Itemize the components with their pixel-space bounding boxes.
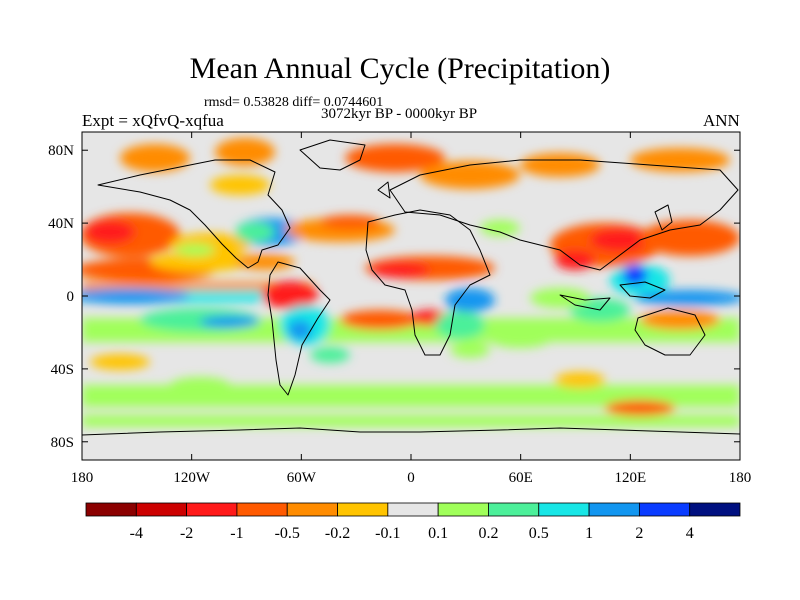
lon-tick-label: 60W	[287, 470, 317, 486]
colorbar-swatch	[689, 502, 741, 517]
lon-tick-label: 120E	[614, 470, 646, 486]
colorbar-label: 2	[635, 525, 643, 542]
lat-tick-label: 40S	[51, 362, 74, 378]
colorbar-swatch	[488, 502, 540, 517]
colorbar-label: 0.2	[478, 525, 498, 542]
lon-tick-label: 120W	[173, 470, 211, 486]
colorbar-label: 0.5	[529, 525, 549, 542]
colorbar-swatch	[286, 502, 338, 517]
colorbar-label: 1	[585, 525, 593, 542]
lon-tick-label: 180	[729, 470, 752, 486]
latitude-axis: 80N 40N 0 40S 80S	[48, 143, 740, 451]
map-title: Mean Annual Cycle (Precipitation)	[189, 52, 611, 85]
experiment-label: Expt = xQfvQ-xqfua	[82, 111, 224, 130]
colorbar-swatch	[638, 502, 691, 517]
longitude-axis: 180 120W 60W 0 60E 120E 180	[71, 132, 752, 486]
lat-tick-label: 80S	[51, 435, 74, 451]
season-label: ANN	[703, 111, 740, 130]
colorbar-label: -2	[180, 525, 193, 542]
colorbar-swatch	[437, 502, 489, 517]
colorbar-swatch	[85, 502, 137, 517]
rmsd-diff-stats: rmsd= 0.53828 diff= 0.0744601	[204, 95, 384, 110]
colorbar-swatch	[387, 502, 439, 517]
coastlines	[82, 139, 740, 436]
colorbar-label: -0.5	[275, 525, 300, 542]
colorbar-label: 4	[686, 525, 694, 542]
colorbar-swatch	[236, 502, 288, 517]
lat-tick-label: 40N	[48, 216, 74, 232]
colorbar-label: -4	[130, 525, 143, 542]
lon-tick-label: 0	[407, 470, 415, 486]
time-period: 3072kyr BP - 0000kyr BP	[321, 106, 478, 122]
colorbar-swatch	[588, 502, 640, 517]
colorbar-swatch	[538, 502, 590, 517]
lon-tick-label: 60E	[509, 470, 533, 486]
colorbar-swatch	[337, 502, 389, 517]
colorbar-swatch	[186, 502, 238, 517]
lat-tick-label: 0	[67, 289, 75, 305]
lon-tick-label: 180	[71, 470, 94, 486]
colorbar-label: -0.2	[325, 525, 350, 542]
colorbar-swatch	[135, 502, 188, 517]
colorbar: -4 -2 -1 -0.5 -0.2 -0.1 0.1 0.2 0.5 1 2 4	[85, 502, 741, 542]
colorbar-label: -1	[230, 525, 243, 542]
colorbar-label: -0.1	[375, 525, 400, 542]
colorbar-label: 0.1	[428, 525, 448, 542]
precipitation-field	[82, 132, 740, 460]
lat-tick-label: 80N	[48, 143, 74, 159]
